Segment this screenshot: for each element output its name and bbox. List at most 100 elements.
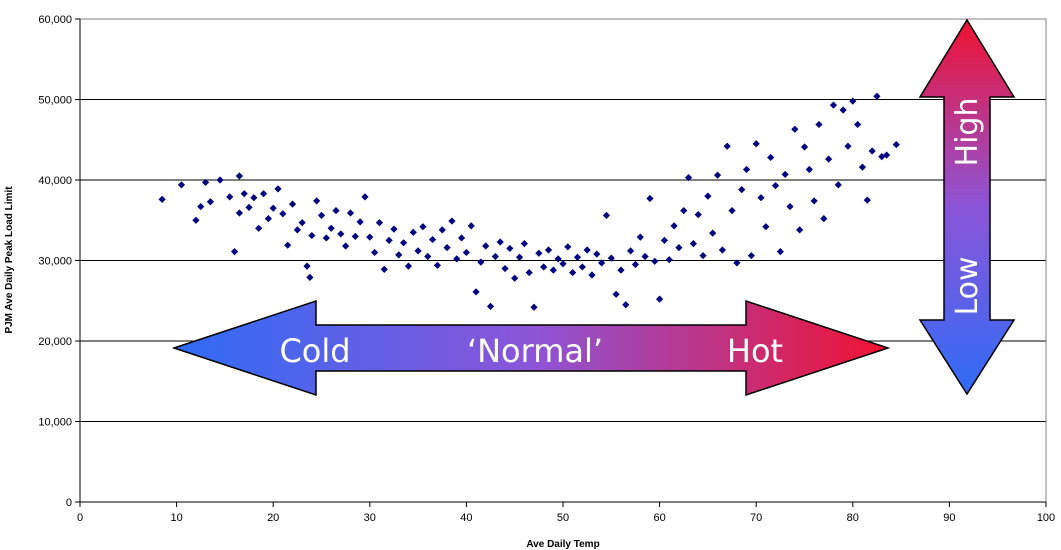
data-point (506, 244, 514, 253)
data-point (680, 206, 688, 215)
data-point (578, 263, 586, 271)
data-point (511, 274, 519, 282)
data-point (641, 252, 649, 261)
data-point (342, 242, 350, 250)
data-point (337, 230, 345, 238)
data-point (496, 238, 504, 246)
data-point (264, 215, 272, 223)
data-point (631, 260, 640, 269)
data-point (762, 223, 770, 231)
arrow-label-low: Low (950, 256, 985, 315)
data-point (805, 165, 813, 174)
data-point (549, 266, 557, 274)
data-point (728, 206, 736, 215)
data-point (660, 236, 669, 244)
data-point (554, 255, 562, 263)
data-point (622, 301, 630, 309)
data-point (477, 258, 485, 266)
data-point (742, 165, 751, 174)
data-point (675, 244, 683, 252)
data-point (390, 225, 398, 233)
data-point (216, 176, 224, 184)
data-point (482, 242, 490, 250)
data-point (443, 244, 451, 252)
data-point (825, 155, 833, 163)
data-point (588, 271, 596, 279)
data-point (438, 226, 446, 234)
data-point (670, 222, 678, 230)
y-tick-label: 40,000 (38, 175, 72, 187)
data-point (501, 264, 509, 273)
x-tick-label: 0 (77, 512, 83, 524)
y-axis: 0 10,000 20,000 30,000 40,000 50,000 60,000 (38, 14, 80, 509)
data-point (752, 140, 760, 148)
data-point (535, 249, 543, 257)
data-point (694, 211, 702, 219)
data-point (424, 252, 432, 261)
data-point (636, 233, 644, 241)
data-point (332, 206, 340, 215)
data-point (385, 236, 393, 244)
data-point (400, 239, 408, 247)
data-point (404, 262, 413, 270)
data-point (791, 125, 799, 133)
x-axis: 0 10 20 30 40 50 60 70 80 90 100 (77, 19, 1055, 524)
y-axis-title: PJM Ave Daily Peak Load Limit (4, 186, 15, 334)
data-point (230, 248, 239, 256)
data-point (201, 178, 210, 187)
data-point (598, 259, 606, 267)
data-point (371, 248, 379, 257)
data-point (718, 246, 726, 254)
data-point (873, 92, 881, 100)
y-tick-label: 10,000 (38, 417, 72, 429)
data-point (617, 266, 625, 274)
data-point (713, 171, 722, 179)
y-tick-label: 20,000 (38, 336, 72, 348)
data-point (858, 163, 867, 171)
data-point (158, 195, 166, 203)
horizontal-arrow: Cold ‘Normal’ Hot (171, 299, 891, 397)
data-point (868, 147, 876, 155)
data-point (269, 204, 277, 212)
data-point (684, 173, 693, 182)
data-point (776, 248, 784, 256)
data-point (380, 265, 388, 273)
data-point (723, 142, 731, 150)
data-point (627, 247, 635, 255)
data-point (699, 252, 707, 260)
data-point (250, 194, 258, 202)
data-point (738, 186, 746, 194)
data-point (293, 226, 301, 234)
data-point (709, 229, 717, 237)
data-point (409, 228, 417, 236)
data-point (786, 202, 794, 211)
data-point (540, 263, 548, 271)
arrow-label-normal: ‘Normal’ (467, 332, 603, 370)
data-point (834, 181, 842, 189)
data-point (467, 222, 475, 230)
data-point (704, 192, 712, 200)
data-point (317, 211, 326, 220)
x-tick-label: 80 (847, 512, 859, 524)
data-point (863, 196, 871, 204)
x-tick-label: 90 (943, 512, 955, 524)
data-point (815, 120, 823, 129)
data-point (259, 190, 268, 198)
data-point (665, 256, 673, 264)
data-points (158, 92, 900, 311)
x-tick-label: 20 (267, 512, 279, 524)
data-point (226, 193, 234, 201)
x-tick-label: 100 (1037, 512, 1055, 524)
data-point (839, 106, 847, 114)
data-point (883, 151, 891, 159)
data-point (593, 250, 601, 258)
data-point (433, 261, 442, 269)
data-point (327, 224, 335, 232)
data-point (322, 234, 330, 242)
y-tick-label: 0 (66, 497, 72, 509)
data-point (288, 200, 297, 208)
data-point (298, 219, 306, 227)
data-point (796, 226, 804, 234)
data-point (844, 142, 852, 150)
